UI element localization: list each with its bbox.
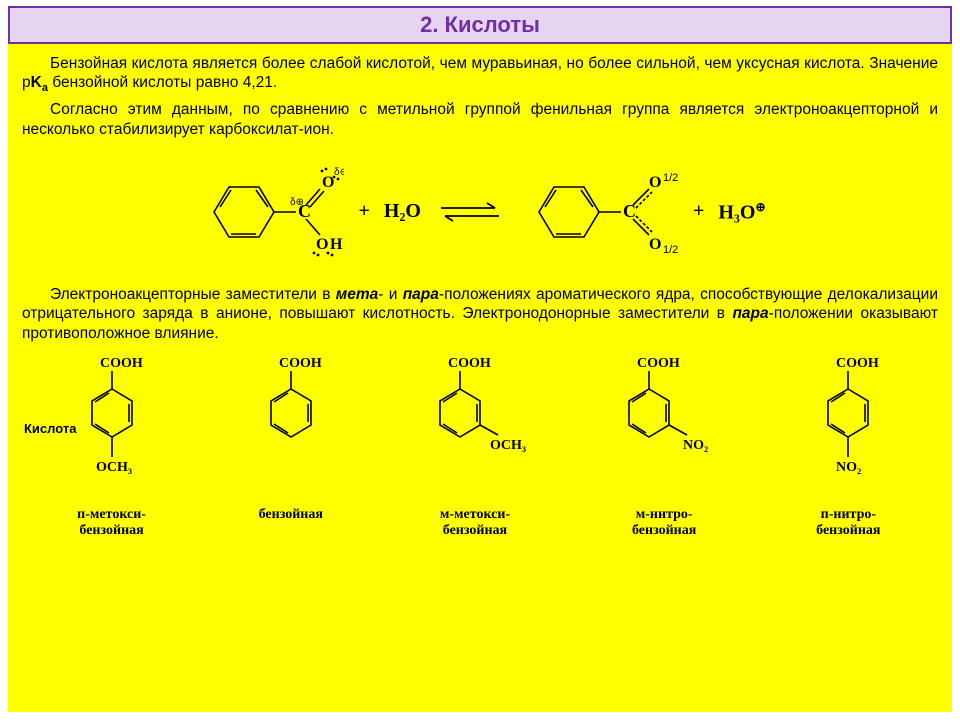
pka-k: K xyxy=(31,74,42,91)
c4-name-b: бензойная xyxy=(632,523,696,538)
p1-text-b: бензойной кислоты равно 4,21. xyxy=(48,74,277,91)
row-label: Кислота xyxy=(24,421,76,436)
compounds-row-wrap: Кислота COOH OCH₃ п-метокси-бензойная xyxy=(22,353,938,539)
charge-plus: ⊕ xyxy=(755,200,765,214)
paragraph-3: Электроноакцепторные заместители в мета-… xyxy=(22,285,938,343)
m-methoxybenzoic-structure: COOH OCH₃ xyxy=(420,353,530,503)
header-bar: 2. Кислоты xyxy=(8,6,952,44)
hydronium: H₃O⊕ xyxy=(718,200,765,225)
c5-name-a: п-нитро- xyxy=(821,507,876,522)
och3-label-1: OCH₃ xyxy=(96,460,132,475)
cooh-label-2: COOH xyxy=(279,356,322,371)
och3-label-3: OCH₃ xyxy=(490,438,526,453)
h3o-text: H₃O xyxy=(718,201,755,223)
c3-name-a: м-метокси- xyxy=(440,507,510,522)
compound-m-nitrobenzoic: COOH NO₂ м-нитро-бензойная xyxy=(609,353,719,539)
svg-text:δ⊕: δ⊕ xyxy=(290,197,304,208)
benzoate-anion-structure: C O 1/2⊖ O 1/2⊖ xyxy=(519,157,679,267)
content-panel: Бензойная кислота является более слабой … xyxy=(8,44,952,712)
c5-name-b: бензойная xyxy=(816,523,880,538)
p3-para: пара xyxy=(403,286,439,303)
p3-meta: мета xyxy=(336,286,379,303)
p3-para2: пара xyxy=(732,305,768,322)
c2-name: бензойная xyxy=(259,507,323,522)
compound-p-nitrobenzoic: COOH NO₂ п-нитро-бензойная xyxy=(798,353,898,539)
paragraph-2: Согласно этим данным, по сравнению с мет… xyxy=(22,100,938,139)
cooh-label-1: COOH xyxy=(100,356,143,371)
c1-name-a: п-метокси- xyxy=(77,507,146,522)
compound-benzoic: COOH бензойная xyxy=(241,353,341,539)
cooh-label-4: COOH xyxy=(637,356,680,371)
svg-text:O: O xyxy=(316,236,328,253)
no2-label-5: NO₂ xyxy=(836,460,861,475)
benzoic-acid-structure: C O δ⊖ O H δ⊕ xyxy=(194,157,344,267)
compound-m-methoxybenzoic: COOH OCH₃ м-метокси-бензойная xyxy=(420,353,530,539)
paragraph-1: Бензойная кислота является более слабой … xyxy=(22,54,938,96)
svg-text:1/2⊖: 1/2⊖ xyxy=(663,244,679,256)
svg-text:δ⊖: δ⊖ xyxy=(334,167,344,178)
svg-text:O: O xyxy=(322,174,334,191)
compound-p-methoxybenzoic: COOH OCH₃ п-метокси-бензойная xyxy=(62,353,162,539)
svg-text:O: O xyxy=(649,174,661,191)
c4-name-a: м-нитро- xyxy=(636,507,693,522)
plus-2: + xyxy=(693,200,704,223)
page-title: 2. Кислоты xyxy=(420,12,540,37)
p3a: Электроноакцепторные заместители в xyxy=(50,286,336,303)
svg-text:H: H xyxy=(330,236,343,253)
cooh-label-5: COOH xyxy=(836,356,879,371)
compounds-row: COOH OCH₃ п-метокси-бензойная COOH xyxy=(22,353,938,539)
equilibrium-arrow-icon xyxy=(435,199,505,225)
cooh-label-3: COOH xyxy=(448,356,491,371)
svg-text:1/2⊖: 1/2⊖ xyxy=(663,172,679,184)
water: H₂O xyxy=(384,200,421,223)
c1-name-b: бензойная xyxy=(79,523,143,538)
c3-name-b: бензойная xyxy=(443,523,507,538)
p3b: - и xyxy=(378,286,402,303)
no2-label-4: NO₂ xyxy=(683,438,708,453)
p-methoxybenzoic-structure: COOH OCH₃ xyxy=(62,353,162,503)
reaction-scheme: C O δ⊖ O H δ⊕ + H₂O xyxy=(22,157,938,267)
p-nitrobenzoic-structure: COOH NO₂ xyxy=(798,353,898,503)
plus-1: + xyxy=(358,200,369,223)
m-nitrobenzoic-structure: COOH NO₂ xyxy=(609,353,719,503)
svg-text:O: O xyxy=(649,236,661,253)
benzoic-structure: COOH xyxy=(241,353,341,503)
